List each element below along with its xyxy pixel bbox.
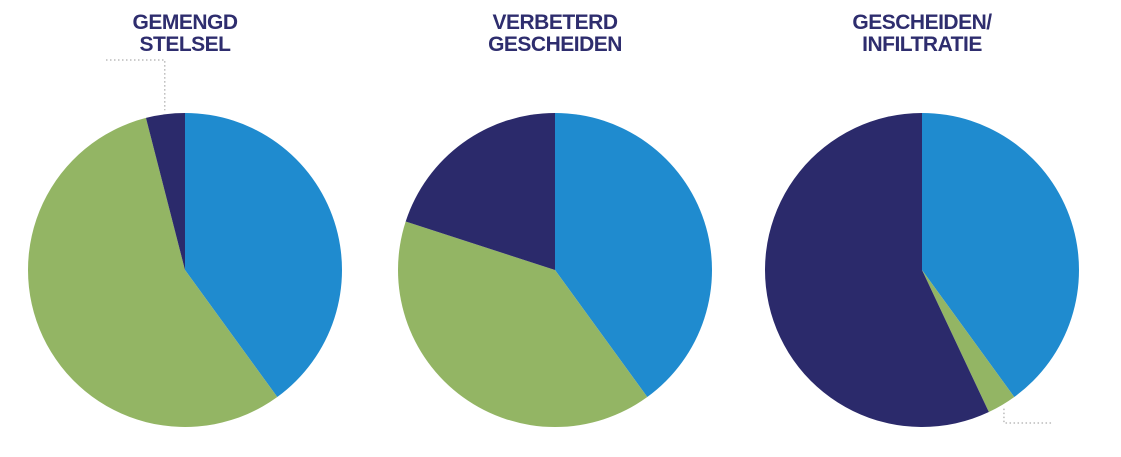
pie-slice bbox=[405, 112, 555, 270]
pie-slice bbox=[922, 113, 1079, 398]
leader-line bbox=[106, 59, 166, 111]
chart-title: GESCHEIDEN/ INFILTRATIE bbox=[852, 11, 992, 57]
pie-slice bbox=[398, 221, 648, 427]
pie-slice bbox=[555, 113, 712, 398]
pie-slice bbox=[922, 270, 1015, 413]
pie-slice bbox=[28, 117, 278, 427]
pie-slice bbox=[145, 113, 185, 270]
pie-slice bbox=[765, 113, 989, 427]
leader-line bbox=[1003, 408, 1052, 424]
pie-slice bbox=[185, 113, 342, 398]
chart-title: GEMENGD STELSEL bbox=[132, 11, 238, 57]
chart-title: VERBETERD GESCHEIDEN bbox=[488, 11, 622, 57]
